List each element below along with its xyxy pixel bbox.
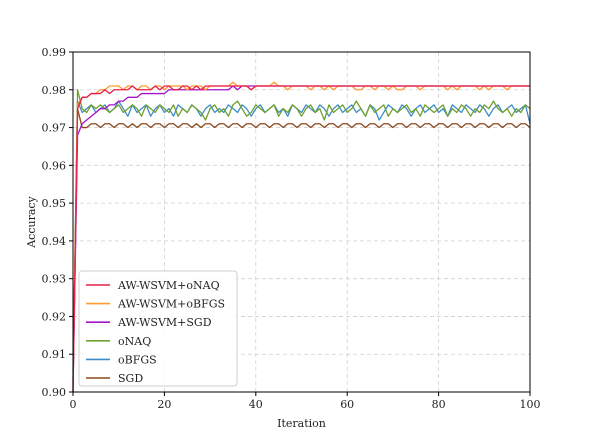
series-lines: [72, 81, 531, 393]
series-line-aw-wsvm-onaq: [72, 85, 530, 385]
y-tick-label: 0.93: [42, 273, 67, 286]
legend-label: oBFGS: [118, 353, 157, 366]
x-tick-label: 80: [432, 398, 446, 411]
series-line-obfgs: [72, 100, 531, 381]
axis-ticks: 0 20 40 60 80 100 0.90 0.91 0.92 0.93 0.94 0.95 0.96…: [42, 46, 541, 411]
y-tick-label: 0.91: [42, 348, 67, 361]
y-tick-label: 0.99: [42, 46, 67, 59]
series-line-sgd: [72, 108, 531, 393]
y-axis-label: Accuracy: [25, 195, 38, 248]
series-line-onaq: [72, 89, 531, 374]
y-tick-label: 0.94: [42, 235, 67, 248]
x-tick-label: 100: [520, 398, 541, 411]
legend-label: AW-WSVM+oBFGS: [117, 298, 225, 311]
y-tick-label: 0.96: [42, 159, 67, 172]
legend-label: SGD: [118, 372, 143, 385]
x-tick-label: 40: [249, 398, 263, 411]
plot-frame: [72, 51, 531, 393]
y-tick-label: 0.95: [42, 197, 67, 210]
y-tick-label: 0.90: [42, 386, 67, 399]
x-tick-label: 0: [70, 398, 77, 411]
y-tick-label: 0.98: [42, 84, 67, 97]
legend-label: AW-WSVM+oNAQ: [117, 279, 220, 292]
legend-label: AW-WSVM+SGD: [117, 316, 212, 329]
legend-box: [78, 270, 238, 387]
legend-label: oNAQ: [118, 335, 151, 348]
legend: AW-WSVM+oNAQ AW-WSVM+oBFGS AW-WSVM+SGD oNAQ…: [78, 270, 238, 387]
y-tick-label: 0.97: [42, 122, 67, 135]
y-tick-label: 0.92: [42, 310, 67, 323]
x-tick-label: 20: [157, 398, 171, 411]
x-tick-label: 60: [340, 398, 354, 411]
x-axis-label: Iteration: [277, 417, 326, 430]
